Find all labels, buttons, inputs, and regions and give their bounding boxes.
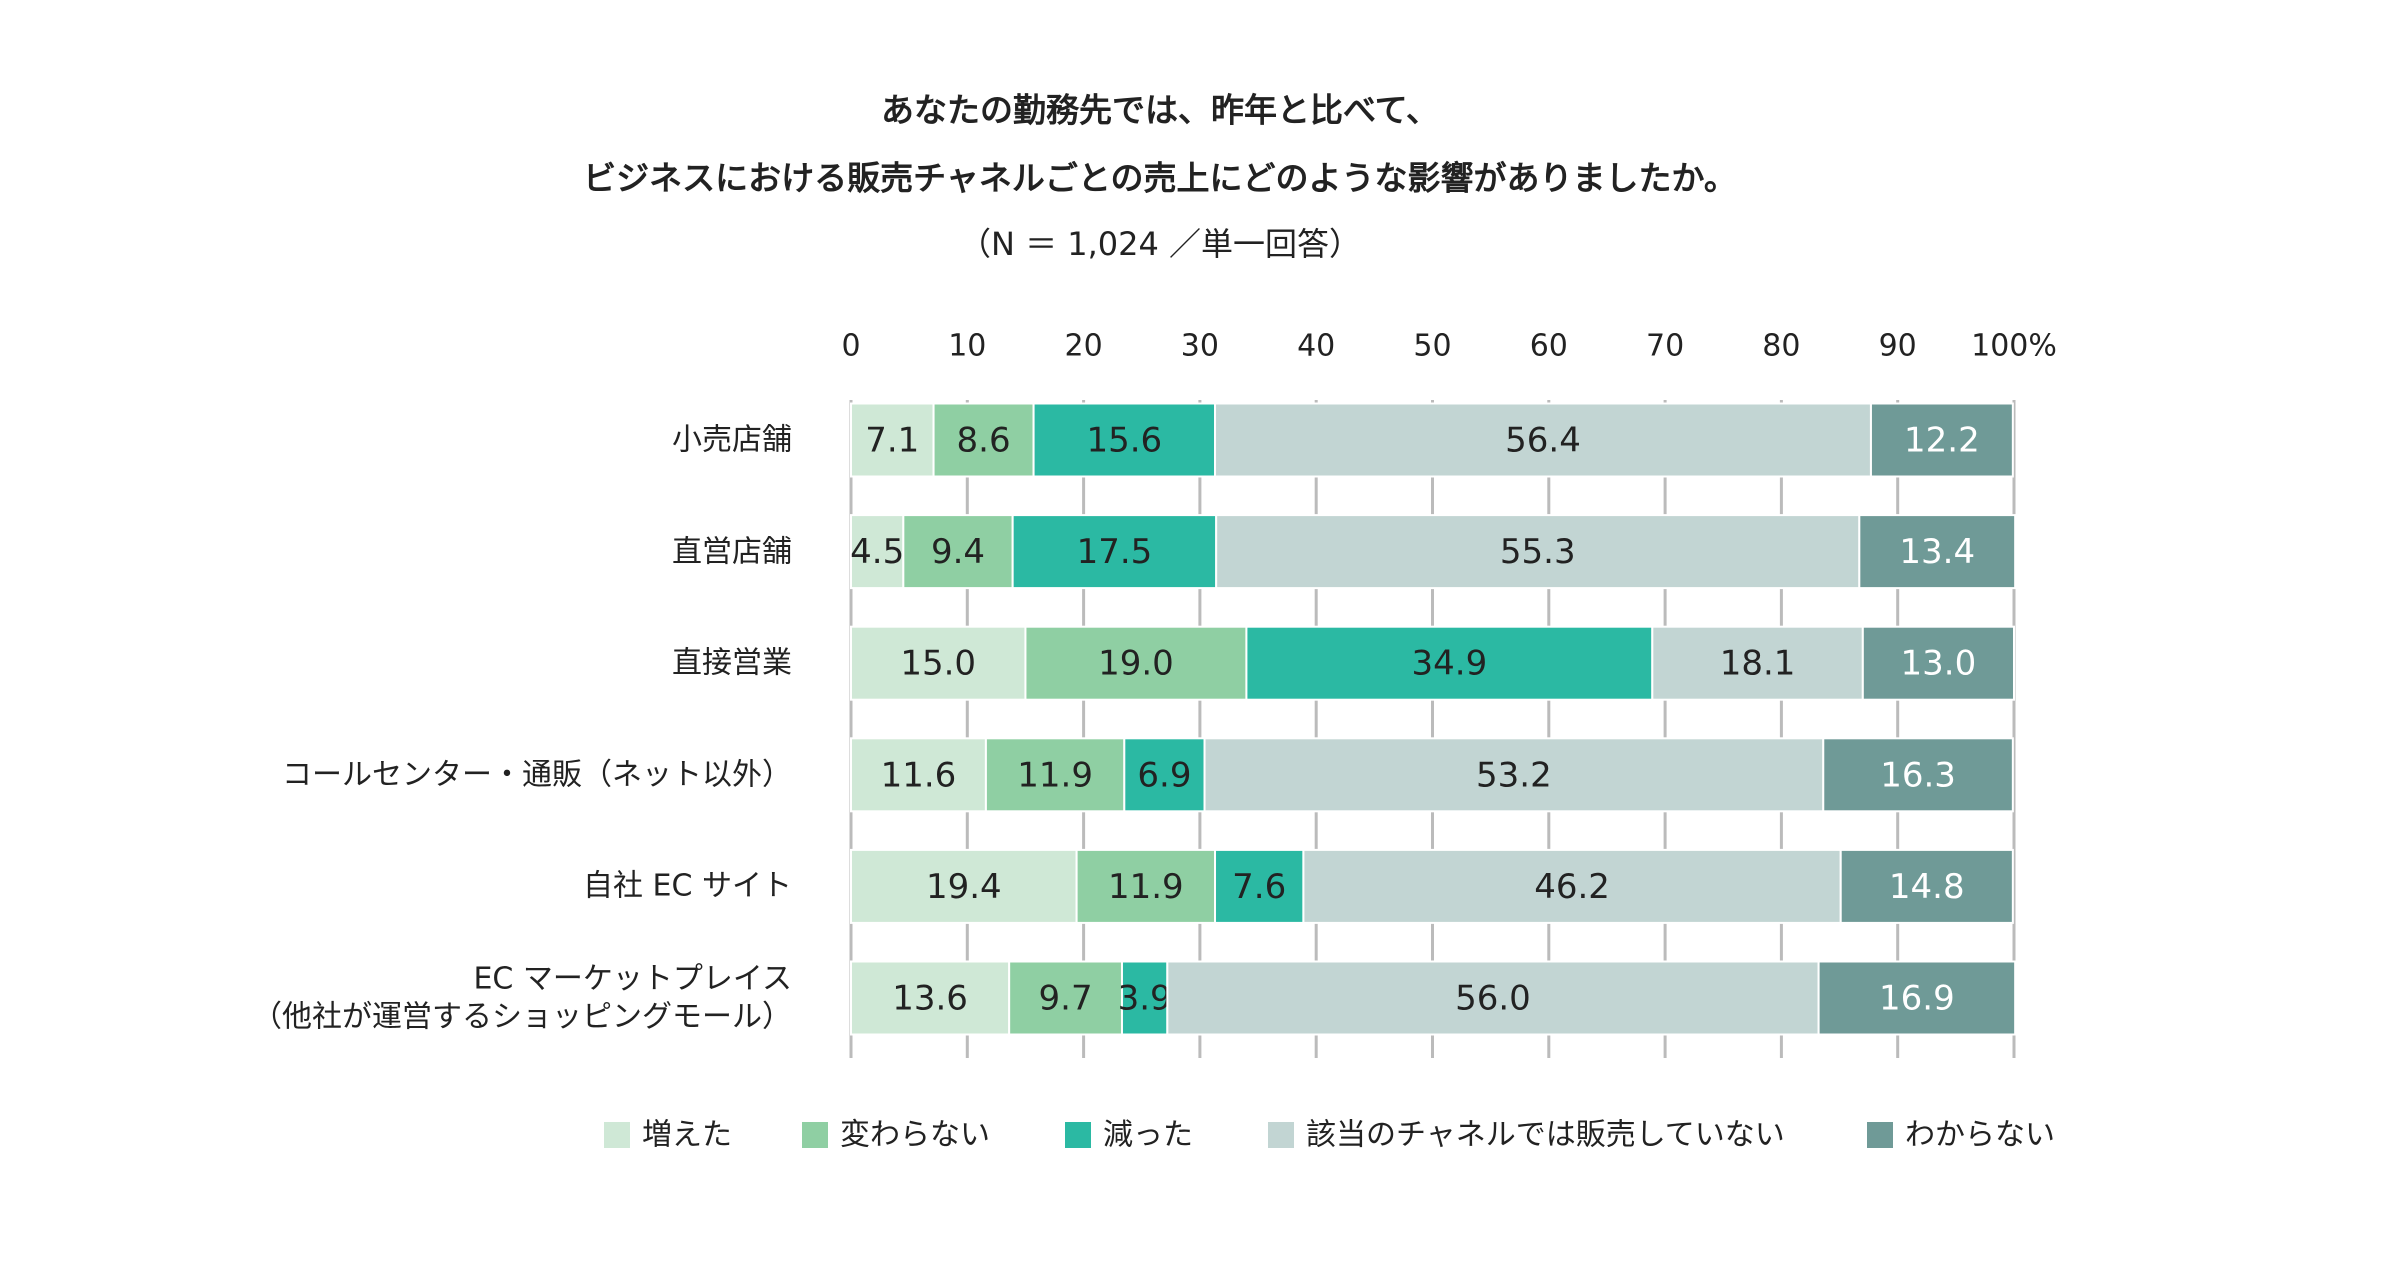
x-tick-label: 90 [1879,329,1917,364]
bar-segment [850,848,1078,924]
bar-segment [1166,960,1820,1036]
bar-segment [1024,625,1248,701]
bar-segment [1651,625,1864,701]
category-label: 自社 EC サイト [583,868,792,904]
bar-segment [850,737,987,813]
value-label: 15.6 [1086,421,1162,461]
bar-segment [902,514,1014,590]
x-tick-label: 100% [1971,329,2057,364]
bar-segment [1203,737,1825,813]
value-label: 13.6 [892,979,968,1019]
category-label: 直接営業 [672,645,792,681]
bar-segment [984,737,1126,813]
legend-label: 変わらない [840,1118,990,1153]
bar-segment [1861,625,2016,701]
value-label: 7.1 [865,421,919,461]
x-tick-label: 10 [948,329,986,364]
value-label: 56.0 [1455,979,1531,1019]
x-tick-label: 70 [1646,329,1684,364]
value-label: 55.3 [1500,532,1576,572]
category-label: EC マーケットプレイス （他社が運営するショッピングモール） [252,961,792,1035]
bar-segment [1215,514,1861,590]
chart-subtitle: （N ＝ 1,024 ／単一回答） [959,225,1361,263]
bar-segment [1214,848,1305,924]
legend-swatch [604,1122,630,1148]
value-label: 7.6 [1232,867,1286,907]
value-label: 13.0 [1901,644,1977,684]
chart-title: ビジネスにおける販売チャネルごとの売上にどのような影響がありましたか。 [583,159,1737,198]
bar-segment [932,402,1035,478]
value-label: 15.0 [900,644,976,684]
value-label: 16.9 [1879,979,1955,1019]
value-label: 16.3 [1880,755,1956,795]
value-label: 56.4 [1505,421,1581,461]
bar-segment [1839,848,2014,924]
bar-segment [1817,960,2017,1036]
category-label: 小売店舗 [672,422,792,458]
x-tick-label: 80 [1762,329,1800,364]
bar-segment [1302,848,1842,924]
value-label: 11.9 [1017,755,1093,795]
bar-segment [1869,402,2014,478]
value-label: 8.6 [957,421,1011,461]
value-label: 4.5 [850,532,904,572]
legend-swatch [1065,1122,1091,1148]
value-label: 3.9 [1118,979,1172,1019]
value-label: 9.7 [1039,979,1093,1019]
bar-segment [1214,402,1872,478]
bar-segment [1822,737,2014,813]
value-label: 11.9 [1108,867,1184,907]
value-label: 18.1 [1720,644,1796,684]
legend-label: 該当のチャネルでは販売していない [1306,1118,1785,1153]
legend-label: 減った [1103,1118,1193,1153]
bar-segment [1008,960,1123,1036]
x-tick-label: 30 [1181,329,1219,364]
bar-segment [850,960,1011,1036]
x-tick-label: 20 [1065,329,1103,364]
value-label: 11.6 [881,755,957,795]
bar-segment [850,402,935,478]
bar-segment [1245,625,1654,701]
value-label: 19.4 [926,867,1002,907]
bar-segment [1075,848,1217,924]
value-label: 9.4 [931,532,985,572]
bar-segment [850,625,1027,701]
legend-swatch [802,1122,828,1148]
value-label: 53.2 [1476,755,1552,795]
chart-title: あなたの勤務先では、昨年と比べて、 [881,91,1439,130]
x-tick-label: 40 [1297,329,1335,364]
bar-segment [1123,737,1206,813]
value-label: 12.2 [1904,421,1980,461]
value-label: 14.8 [1889,867,1965,907]
legend-label: 増えた [642,1118,732,1153]
x-tick-label: 0 [841,329,860,364]
bar-segment [1858,514,2017,590]
value-label: 17.5 [1077,532,1153,572]
value-label: 34.9 [1412,644,1488,684]
value-label: 6.9 [1137,755,1191,795]
category-label: コールセンター・通販（ネット以外） [282,757,792,793]
legend-label: わからない [1905,1118,2055,1153]
legend-swatch [1867,1122,1893,1148]
x-tick-label: 50 [1413,329,1451,364]
bar-segment [850,514,905,590]
value-label: 19.0 [1098,644,1174,684]
x-tick-label: 60 [1530,329,1568,364]
value-label: 13.4 [1899,532,1975,572]
legend-swatch [1268,1122,1294,1148]
category-label: 直営店舗 [672,533,792,569]
value-label: 46.2 [1534,867,1610,907]
